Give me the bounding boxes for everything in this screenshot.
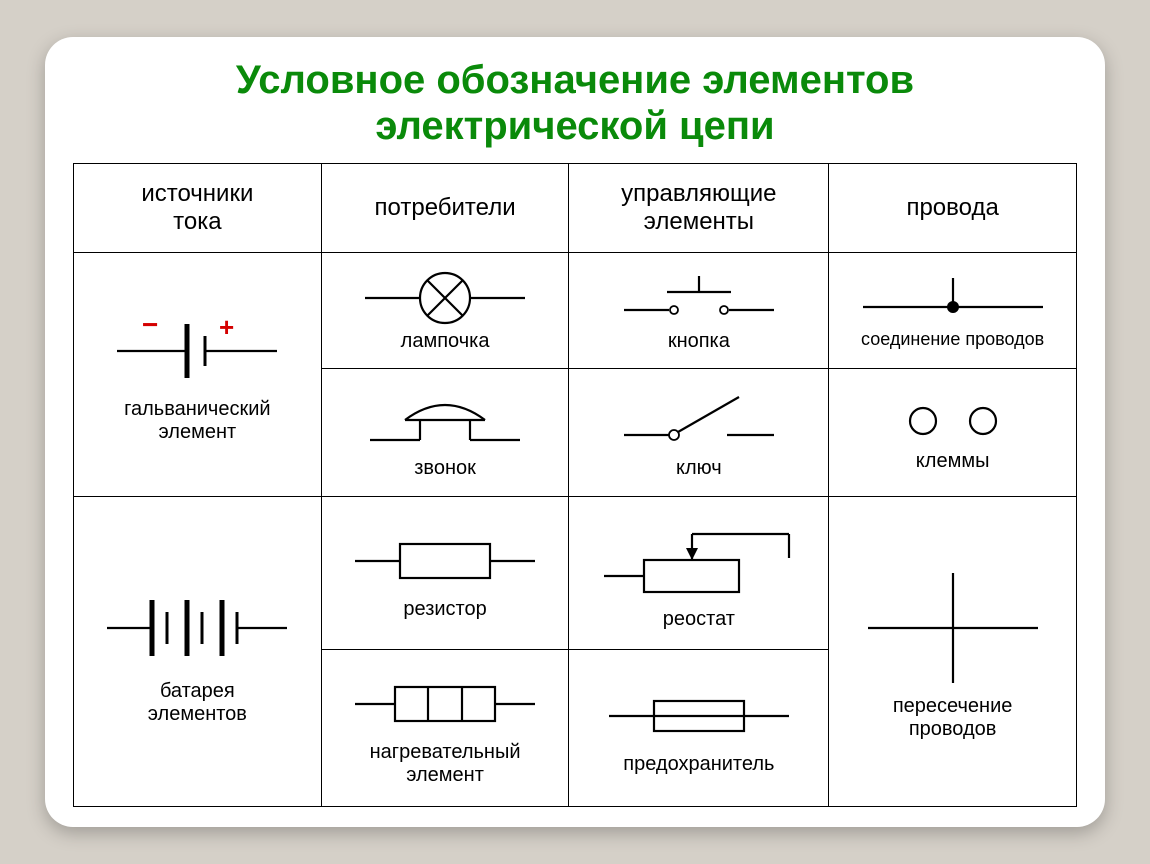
bell-label: звонок bbox=[414, 457, 476, 480]
wire-junction-icon bbox=[853, 272, 1053, 327]
header-controls-l1: управляющие bbox=[621, 180, 776, 207]
battery-label: батарея элементов bbox=[148, 680, 247, 726]
lamp-icon bbox=[355, 268, 535, 328]
table-row: батарея элементов резистор bbox=[74, 497, 1077, 650]
title-line-2: электрической цепи bbox=[375, 104, 774, 148]
header-wires: провода bbox=[829, 164, 1077, 253]
cell-galvanic: − + гальванический элемент bbox=[74, 253, 322, 497]
header-controls-l2: элементы bbox=[644, 208, 754, 235]
cell-junction: соединение проводов bbox=[829, 253, 1077, 369]
resistor-label: резистор bbox=[403, 598, 486, 621]
symbol-table: источники тока потребители управляющие э… bbox=[73, 163, 1077, 807]
battery-icon bbox=[97, 578, 297, 678]
fuse-label: предохранитель bbox=[623, 753, 774, 776]
junction-label: соединение проводов bbox=[861, 329, 1044, 350]
button-label: кнопка bbox=[668, 330, 730, 353]
switch-label: ключ bbox=[676, 457, 722, 480]
page-title: Условное обозначение элементов электриче… bbox=[73, 57, 1077, 149]
cell-terminals: клеммы bbox=[829, 369, 1077, 497]
galvanic-cell-icon: − + bbox=[107, 306, 287, 396]
header-sources-l1: источники bbox=[141, 180, 253, 207]
heater-label: нагревательный элемент bbox=[370, 741, 521, 787]
wire-crossing-icon bbox=[853, 563, 1053, 693]
header-controls: управляющие элементы bbox=[569, 164, 829, 253]
header-consumers: потребители bbox=[321, 164, 569, 253]
cell-bell: звонок bbox=[321, 369, 569, 497]
cell-fuse: предохранитель bbox=[569, 650, 829, 807]
title-line-1: Условное обозначение элементов bbox=[236, 58, 914, 102]
cell-heater: нагревательный элемент bbox=[321, 650, 569, 807]
rheostat-label: реостат bbox=[663, 608, 735, 631]
card: Условное обозначение элементов электриче… bbox=[45, 37, 1105, 827]
button-icon bbox=[609, 268, 789, 328]
bell-icon bbox=[355, 385, 535, 455]
crossing-label: пересечение проводов bbox=[893, 695, 1013, 741]
fuse-icon bbox=[599, 681, 799, 751]
cell-button: кнопка bbox=[569, 253, 829, 369]
table-row: − + гальванический элемент bbox=[74, 253, 1077, 369]
terminals-icon bbox=[863, 393, 1043, 448]
heater-icon bbox=[345, 669, 545, 739]
cell-battery: батарея элементов bbox=[74, 497, 322, 807]
header-sources: источники тока bbox=[74, 164, 322, 253]
cell-crossing: пересечение проводов bbox=[829, 497, 1077, 807]
svg-text:−: − bbox=[142, 309, 158, 340]
cell-rheostat: реостат bbox=[569, 497, 829, 650]
switch-icon bbox=[609, 385, 789, 455]
terminals-label: клеммы bbox=[916, 450, 990, 473]
cell-switch: ключ bbox=[569, 369, 829, 497]
svg-text:+: + bbox=[219, 312, 234, 342]
resistor-icon bbox=[345, 526, 545, 596]
lamp-label: лампочка bbox=[401, 330, 490, 353]
rheostat-icon bbox=[594, 516, 804, 606]
galvanic-label: гальванический элемент bbox=[124, 398, 270, 444]
header-row: источники тока потребители управляющие э… bbox=[74, 164, 1077, 253]
cell-lamp: лампочка bbox=[321, 253, 569, 369]
header-sources-l2: тока bbox=[173, 208, 221, 235]
cell-resistor: резистор bbox=[321, 497, 569, 650]
